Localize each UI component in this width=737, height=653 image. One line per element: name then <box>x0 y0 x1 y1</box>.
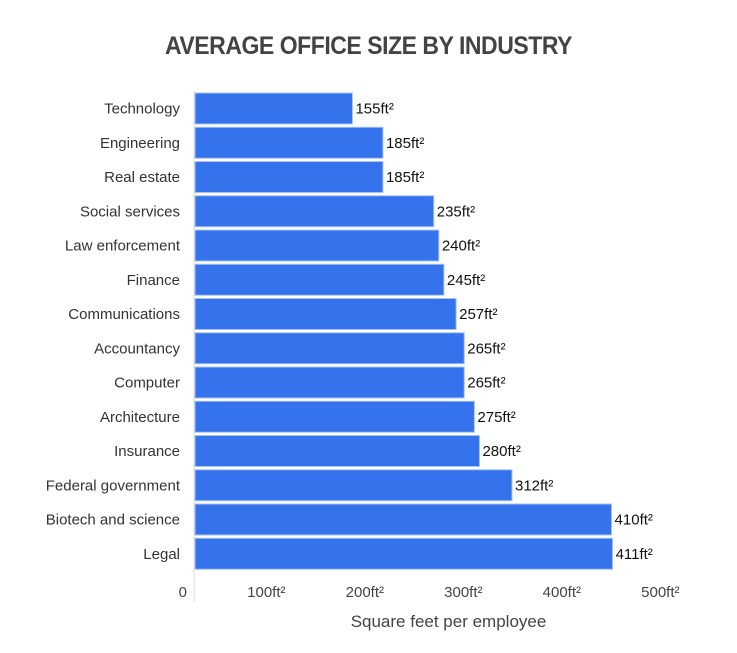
value-label: 411ft² <box>616 546 653 563</box>
category-label: Federal government <box>46 477 181 494</box>
bar <box>194 400 475 433</box>
value-label: 312ft² <box>515 477 553 494</box>
bar <box>194 263 445 296</box>
category-label: Real estate <box>104 169 180 186</box>
value-label: 257ft² <box>459 306 497 323</box>
bar <box>194 229 440 262</box>
value-label: 185ft² <box>386 135 424 152</box>
x-tick-label: 0 <box>179 584 187 601</box>
bar <box>194 469 513 502</box>
x-tick-label: 200ft² <box>346 584 384 601</box>
category-label: Law enforcement <box>65 238 181 255</box>
value-label: 240ft² <box>442 238 480 255</box>
value-label: 280ft² <box>482 443 520 460</box>
x-tick-label: 300ft² <box>444 584 482 601</box>
bar <box>194 92 353 125</box>
x-tick-label: 100ft² <box>247 584 285 601</box>
category-label: Finance <box>127 272 180 289</box>
bar <box>194 366 465 399</box>
category-label: Social services <box>80 203 180 220</box>
value-label: 245ft² <box>447 272 485 289</box>
x-axis-label: Square feet per employee <box>350 612 547 631</box>
x-tick-label: 500ft² <box>641 584 679 601</box>
category-label: Communications <box>68 306 180 323</box>
bar <box>194 503 613 536</box>
value-label: 265ft² <box>467 375 505 392</box>
category-label: Technology <box>104 101 180 118</box>
bar <box>194 161 384 193</box>
bar <box>194 126 384 159</box>
category-label: Biotech and science <box>46 512 180 529</box>
x-tick-label: 400ft² <box>543 584 581 601</box>
chart-title: AVERAGE OFFICE SIZE BY INDUSTRY <box>164 32 573 60</box>
category-label: Architecture <box>100 409 180 426</box>
value-label: 410ft² <box>615 512 653 529</box>
bar <box>194 435 480 467</box>
bar <box>194 195 435 228</box>
value-label: 275ft² <box>477 409 515 426</box>
bar <box>194 298 457 330</box>
bar <box>194 537 614 570</box>
category-label: Computer <box>114 375 180 392</box>
value-label: 235ft² <box>437 203 475 220</box>
value-label: 185ft² <box>386 169 424 186</box>
value-label: 265ft² <box>467 340 505 357</box>
value-label: 155ft² <box>355 101 393 118</box>
bar <box>194 332 465 365</box>
category-label: Engineering <box>100 135 180 152</box>
category-label: Insurance <box>114 443 180 460</box>
category-label: Accountancy <box>94 340 180 357</box>
category-label: Legal <box>143 546 180 563</box>
